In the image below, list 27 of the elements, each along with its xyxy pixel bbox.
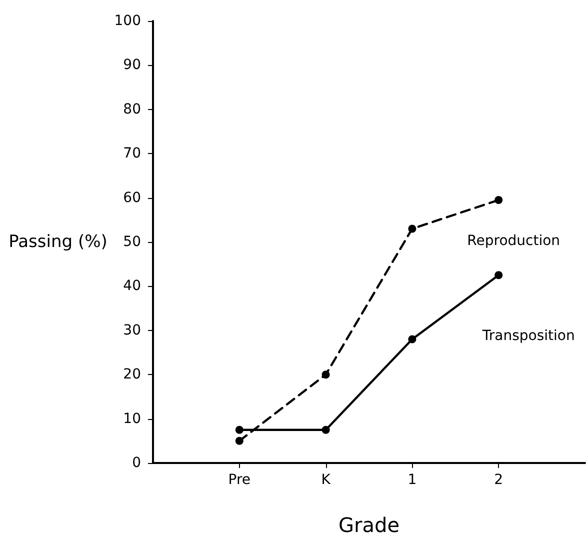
point [322, 370, 330, 379]
y-tick-label: 0 [132, 455, 141, 471]
y-tick-label: 10 [123, 410, 141, 427]
y-tick-label: 90 [123, 57, 141, 74]
text: Transposition [481, 328, 575, 344]
y-tick-label: 100 [114, 13, 141, 29]
y-tick-label: 20 [123, 366, 141, 383]
point [235, 426, 244, 434]
x-tick-label: 2 [494, 472, 504, 488]
y-tick-label: 40 [123, 278, 141, 294]
y-tick-label: 50 [123, 234, 141, 250]
point [408, 335, 416, 344]
y-tick-label: 80 [123, 101, 141, 118]
point [235, 436, 244, 445]
y-tick-label: 60 [123, 190, 141, 206]
x-tick-label: Pre [228, 472, 251, 488]
point [494, 196, 503, 204]
x-tick-label: K [321, 472, 332, 488]
y-axis-title: Passing (%) [8, 232, 108, 252]
x-axis-title: Grade [338, 513, 400, 537]
series-label: Reproduction [467, 233, 560, 250]
x-tick-label: 1 [408, 472, 417, 488]
point [494, 271, 503, 280]
y-tick-label: 70 [123, 146, 141, 162]
y-tick-label: 30 [123, 322, 141, 338]
point [322, 426, 330, 434]
point [408, 224, 416, 233]
